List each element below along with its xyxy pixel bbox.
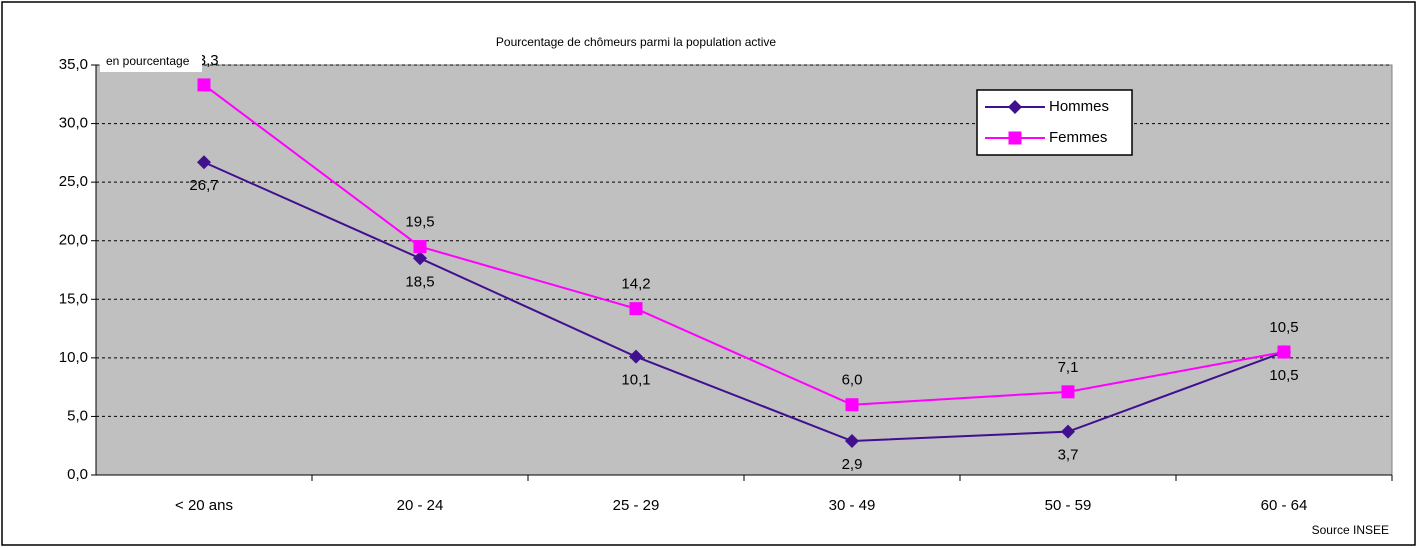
x-tick-label: 50 - 59 (1045, 497, 1092, 514)
series-line (203, 84, 1285, 406)
data-label: 14,2 (621, 276, 650, 293)
y-tick-label: 10,0 (59, 349, 88, 366)
data-label: 3,7 (1058, 447, 1079, 464)
data-label: 10,1 (621, 372, 650, 389)
y-tick-label: 0,0 (67, 466, 88, 483)
data-point (1061, 424, 1075, 439)
axis-note: en pourcentage (106, 54, 190, 68)
legend-marker (1008, 131, 1022, 145)
x-tick-label: < 20 ans (175, 497, 233, 514)
data-point (197, 155, 211, 170)
chart-title: Pourcentage de chômeurs parmi la populat… (496, 35, 776, 49)
data-label: 26,7 (189, 177, 218, 194)
data-point (197, 78, 211, 92)
y-tick-label: 20,0 (59, 232, 88, 249)
legend (976, 89, 1133, 156)
data-label: 6,0 (842, 372, 863, 389)
data-label: 18,5 (405, 273, 434, 290)
data-label: 10,5 (1269, 319, 1298, 336)
data-point (413, 240, 427, 254)
data-label: 2,9 (842, 456, 863, 473)
data-point (629, 349, 643, 364)
y-tick-label: 35,0 (59, 56, 88, 73)
data-label: 10,5 (1269, 367, 1298, 384)
data-point (1061, 385, 1075, 399)
data-point (413, 251, 427, 266)
y-tick-label: 30,0 (59, 115, 88, 132)
legend-label: Hommes (1049, 98, 1109, 115)
axis-note-box (100, 52, 202, 72)
source-note: Source INSEE (1312, 523, 1389, 537)
data-point (629, 302, 643, 316)
series-line (203, 161, 1285, 443)
legend-marker (1008, 100, 1022, 114)
data-label: 7,1 (1058, 359, 1079, 376)
x-tick-label: 25 - 29 (613, 497, 660, 514)
y-tick-label: 5,0 (67, 407, 88, 424)
x-tick-label: 60 - 64 (1261, 497, 1308, 514)
data-point (1277, 345, 1291, 359)
x-tick-label: 20 - 24 (397, 497, 444, 514)
data-point (845, 434, 859, 449)
data-label: 19,5 (405, 214, 434, 231)
data-point (845, 398, 859, 412)
plot-area (95, 64, 1393, 476)
legend-label: Femmes (1049, 129, 1107, 146)
y-tick-label: 15,0 (59, 290, 88, 307)
y-tick-label: 25,0 (59, 173, 88, 190)
x-tick-label: 30 - 49 (829, 497, 876, 514)
